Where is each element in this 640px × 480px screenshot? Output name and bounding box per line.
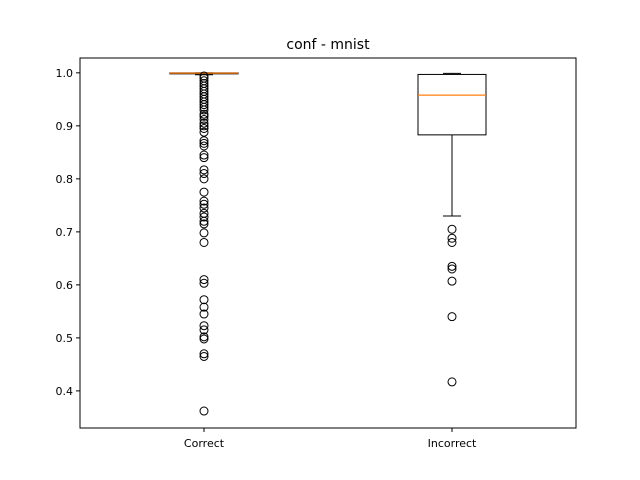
outlier-point <box>447 276 457 286</box>
outlier-point <box>199 406 209 416</box>
y-tick-label: 0.6 <box>56 279 74 292</box>
outlier-point <box>199 71 209 81</box>
outlier-point <box>199 73 209 83</box>
plot-area <box>79 57 577 429</box>
y-tick-label: 0.8 <box>56 173 74 186</box>
outlier-point <box>199 196 209 206</box>
outlier-point <box>199 138 209 148</box>
outlier-point <box>199 212 209 222</box>
y-tick-label: 1.0 <box>56 67 74 80</box>
outlier-point <box>199 76 209 86</box>
outlier-point <box>199 334 209 344</box>
outlier-point <box>199 114 209 124</box>
outlier-point <box>199 124 209 134</box>
outlier-point <box>199 295 209 305</box>
outlier-point <box>199 278 209 288</box>
outlier-point <box>447 237 457 247</box>
outlier-point <box>199 169 209 179</box>
outlier-point <box>199 199 209 209</box>
outlier-point <box>447 377 457 387</box>
outlier-point <box>199 187 209 197</box>
y-tick-label: 0.4 <box>56 385 74 398</box>
outlier-point <box>199 228 209 238</box>
y-tick-label: 0.9 <box>56 120 74 133</box>
y-axis: 0.4 0.5 0.6 0.7 0.8 0.9 1.0 <box>56 67 80 398</box>
outlier-point <box>199 237 209 247</box>
outlier-point <box>199 351 209 361</box>
outlier-point <box>199 219 209 229</box>
outlier-point <box>199 349 209 359</box>
outlier-point <box>199 153 209 163</box>
outlier-point <box>199 275 209 285</box>
x-tick-label: Incorrect <box>428 437 477 450</box>
outlier-point <box>199 118 209 128</box>
outlier-point <box>199 141 209 151</box>
outlier-point <box>199 121 209 131</box>
outlier-point <box>199 309 209 319</box>
outlier-point <box>199 109 209 119</box>
x-tick-label: Correct <box>184 437 225 450</box>
outlier-point <box>199 165 209 175</box>
outlier-point <box>447 312 457 322</box>
outlier-point <box>199 332 209 342</box>
iqr-box <box>417 73 487 136</box>
boxes <box>169 71 487 416</box>
outlier-point <box>199 321 209 331</box>
outlier-point <box>199 325 209 335</box>
outlier-point <box>447 224 457 234</box>
outlier-point <box>199 174 209 184</box>
y-tick-label: 0.7 <box>56 226 74 239</box>
outlier-point <box>447 233 457 243</box>
outlier-point <box>199 302 209 312</box>
outlier-point <box>199 127 209 137</box>
outlier-point <box>199 150 209 160</box>
box-correct <box>169 71 239 416</box>
y-tick-label: 0.5 <box>56 332 74 345</box>
outlier-point <box>199 111 209 121</box>
outlier-point <box>199 208 209 218</box>
outlier-point <box>447 261 457 271</box>
chart-title: conf - mnist <box>286 37 370 53</box>
outlier-point <box>447 264 457 274</box>
box-incorrect <box>417 72 487 387</box>
outlier-point <box>199 203 209 213</box>
x-axis: Correct Incorrect <box>184 428 477 450</box>
outlier-point <box>199 78 209 88</box>
